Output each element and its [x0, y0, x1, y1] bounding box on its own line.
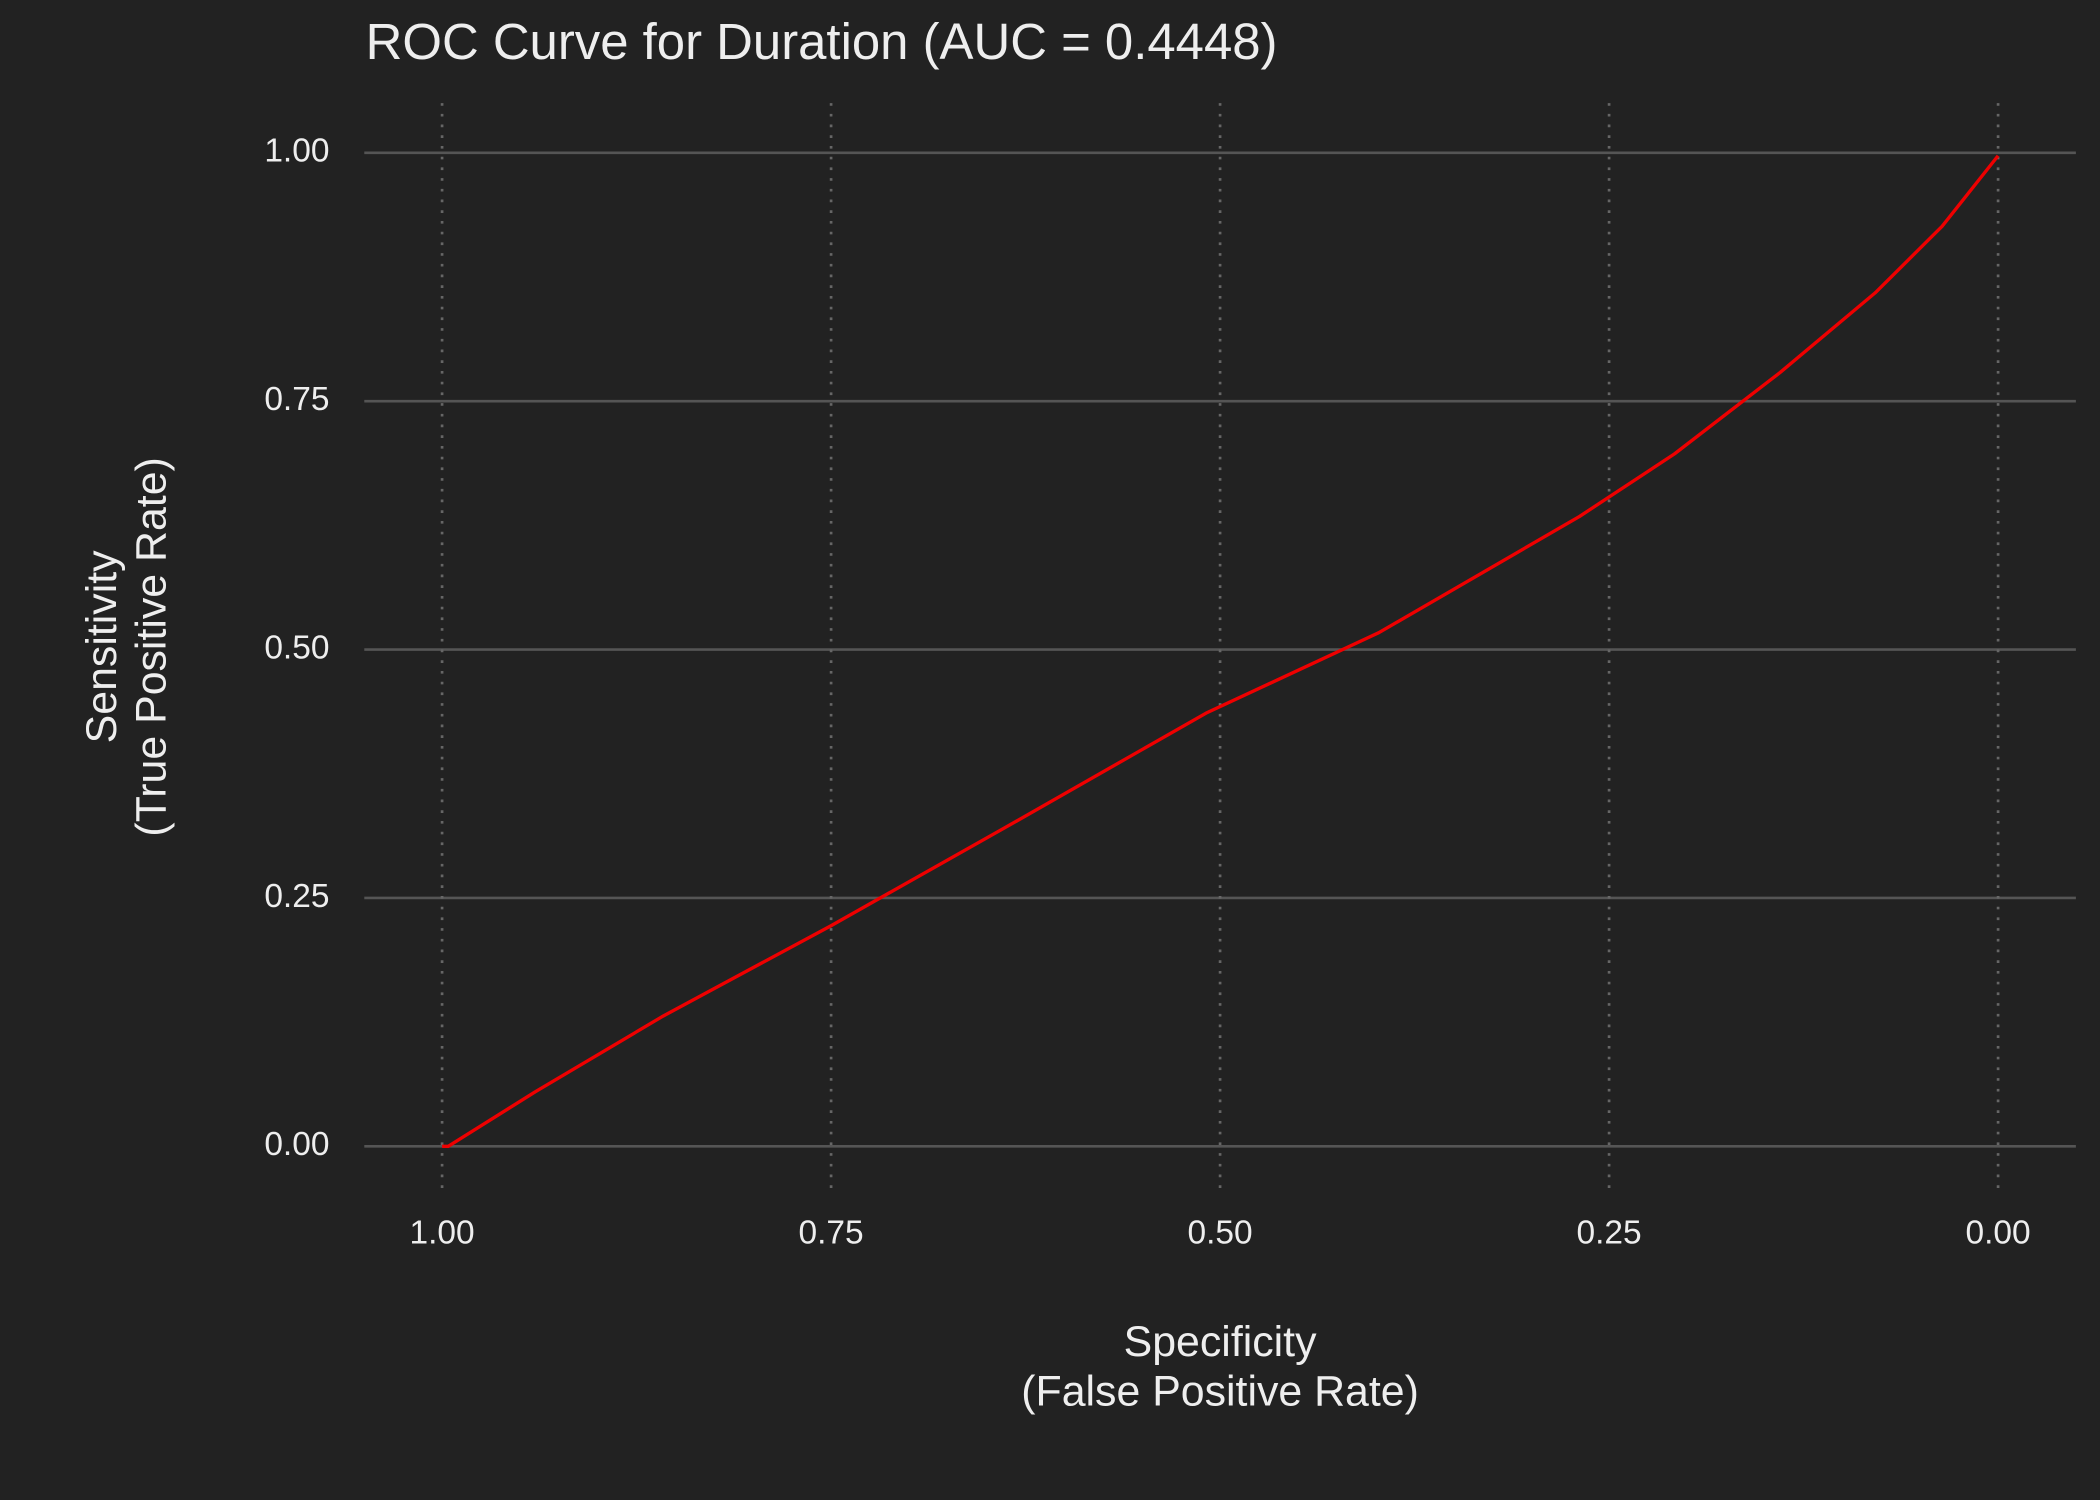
y-tick-label: 0.00	[264, 1126, 329, 1163]
y-axis-title: (True Positive Rate)	[127, 457, 175, 836]
chart-title: ROC Curve for Duration (AUC = 0.4448)	[366, 13, 1278, 70]
y-tick-label: 1.00	[264, 133, 329, 170]
y-tick-label: 0.25	[264, 878, 329, 915]
x-tick-label: 1.00	[410, 1215, 475, 1252]
y-tick-label: 0.50	[264, 629, 329, 666]
x-tick-label: 0.25	[1577, 1215, 1642, 1252]
y-tick-label: 0.75	[264, 381, 329, 418]
x-tick-label: 0.75	[799, 1215, 864, 1252]
roc-line	[442, 154, 2000, 1148]
x-tick-label: 0.50	[1188, 1215, 1253, 1252]
x-axis-title: Specificity	[1124, 1318, 1317, 1366]
x-tick-label: 0.00	[1966, 1215, 2031, 1252]
x-axis-title: (False Positive Rate)	[1021, 1368, 1419, 1416]
y-axis-title: Sensitivity	[78, 550, 126, 743]
